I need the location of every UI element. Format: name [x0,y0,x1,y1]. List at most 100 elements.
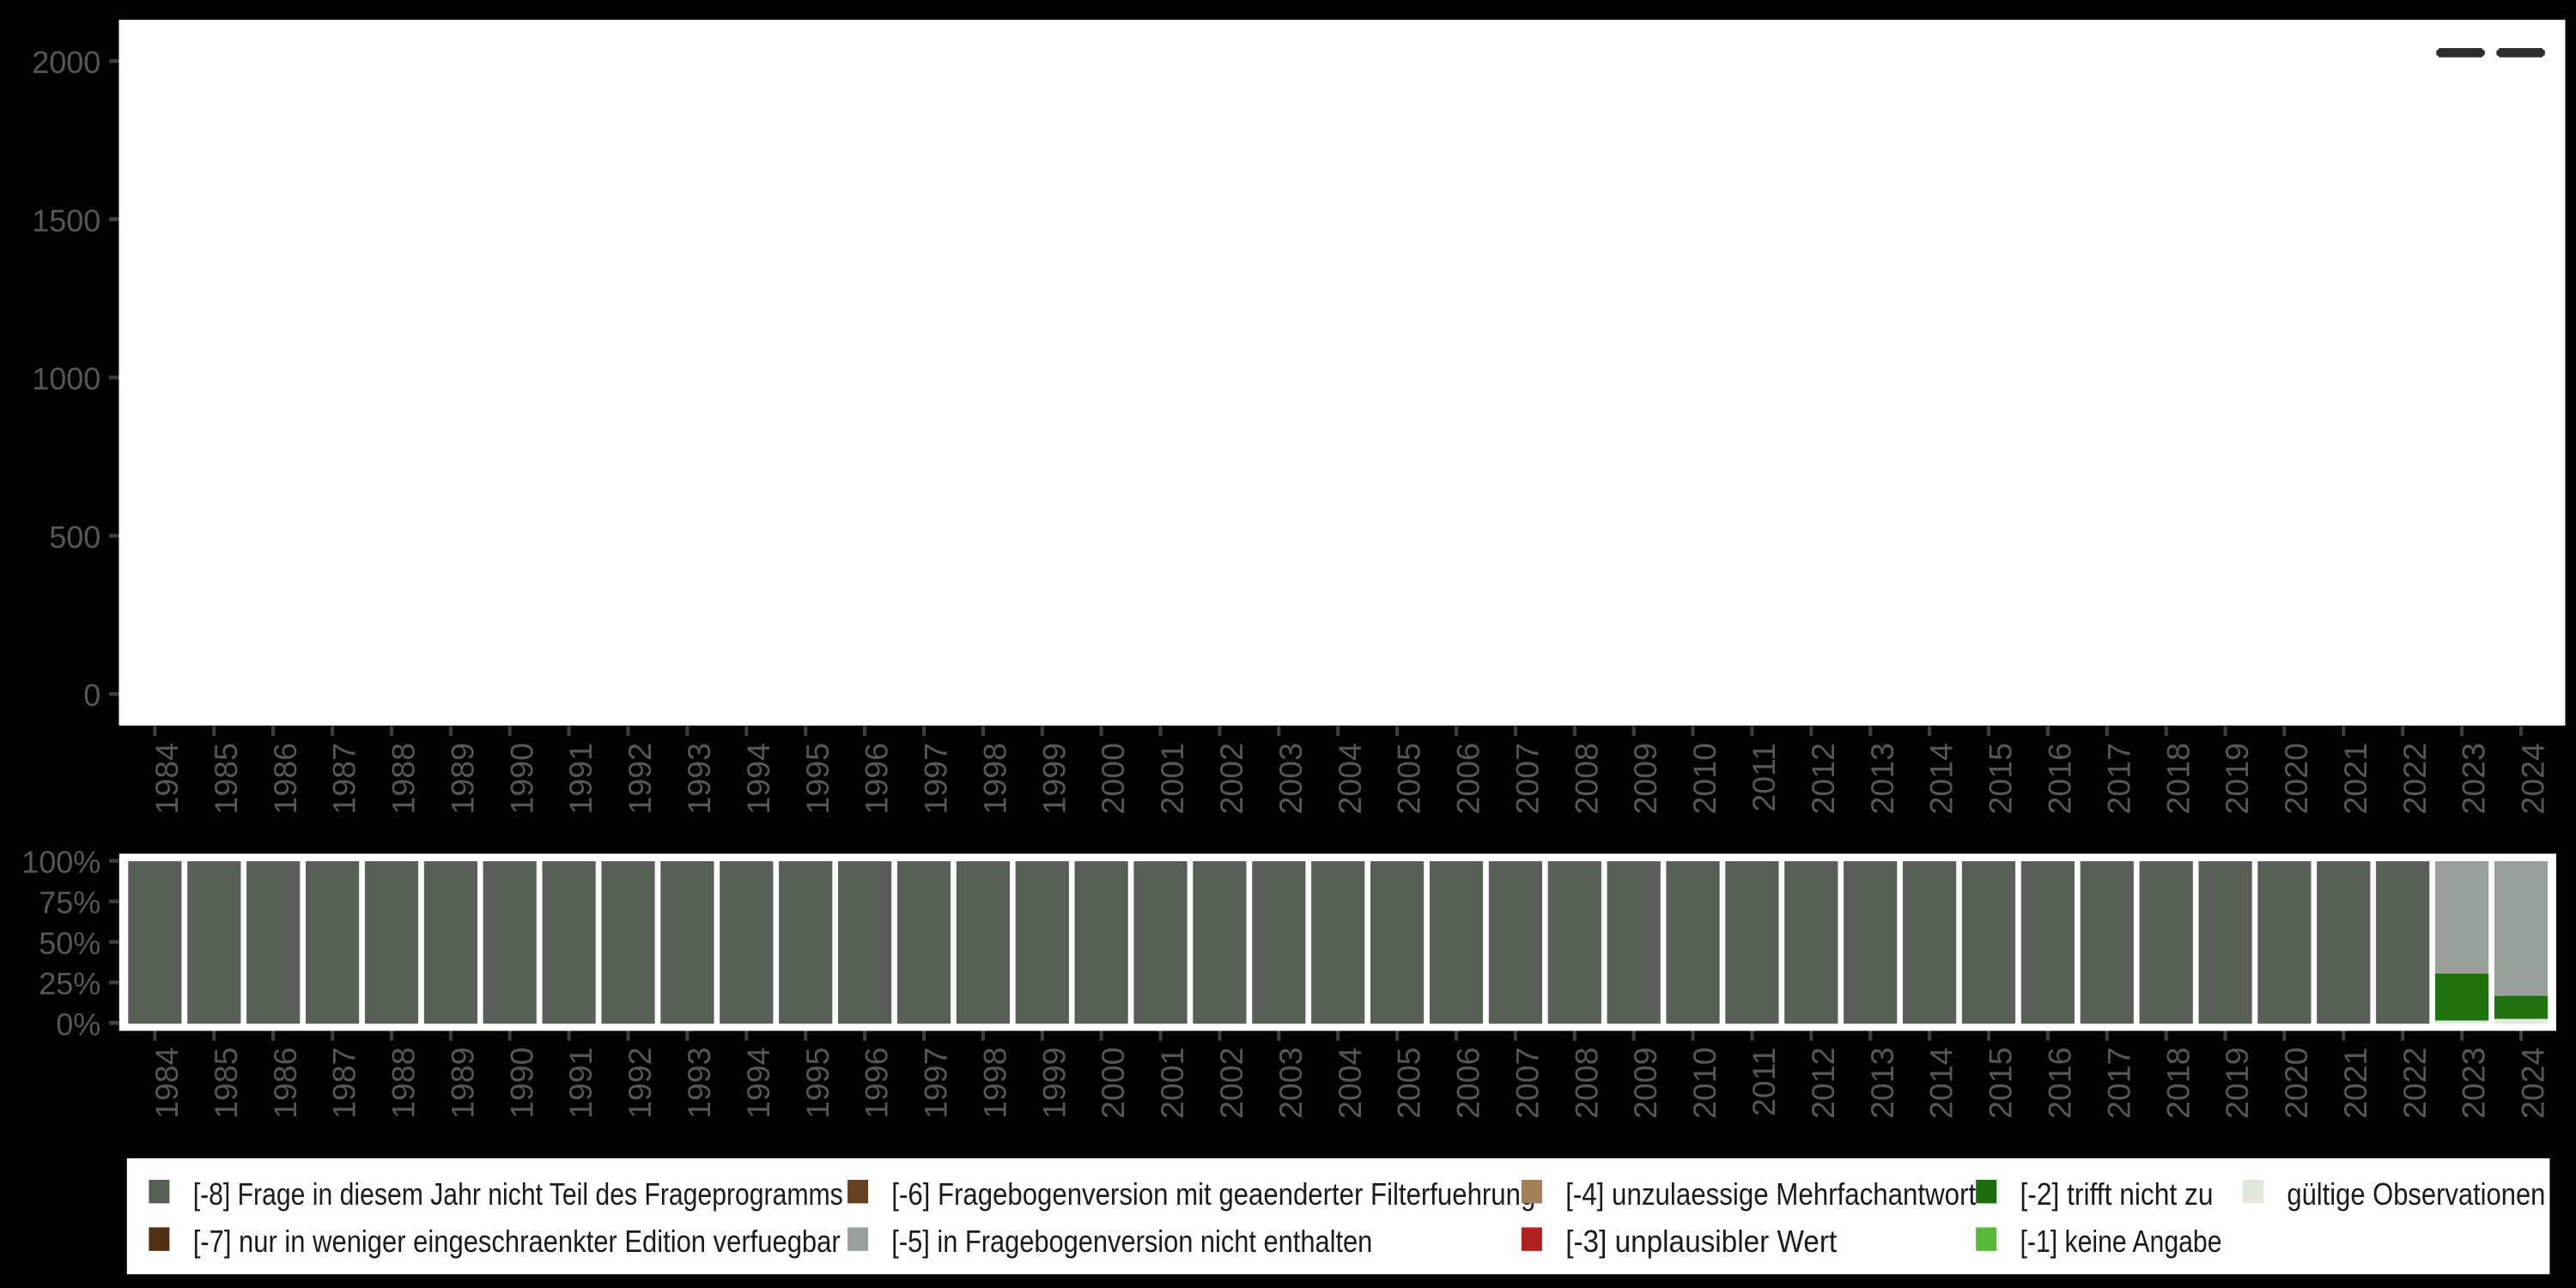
svg-text:2013: 2013 [1864,1048,1900,1119]
svg-text:2024: 2024 [2515,1048,2551,1119]
svg-text:2000: 2000 [1095,1048,1131,1119]
svg-text:2021: 2021 [2337,743,2373,814]
svg-text:2007: 2007 [1510,1048,1546,1119]
svg-text:2022: 2022 [2397,1048,2433,1119]
svg-text:50%: 50% [39,926,100,961]
svg-text:2021: 2021 [2337,1048,2373,1119]
svg-text:2015: 2015 [1983,743,2019,814]
svg-text:[-4] unzulaessige Mehrfachantw: [-4] unzulaessige Mehrfachantwort [1565,1176,1976,1212]
svg-text:1998: 1998 [977,1048,1013,1119]
svg-text:2017: 2017 [2100,743,2136,814]
svg-text:2017: 2017 [2100,1048,2136,1119]
svg-text:[-5] in Fragebogenversion nich: [-5] in Fragebogenversion nicht enthalte… [891,1224,1372,1259]
svg-text:1994: 1994 [740,1048,776,1119]
svg-text:2006: 2006 [1450,743,1486,814]
svg-text:1500: 1500 [32,203,100,238]
svg-text:1994: 1994 [740,743,776,814]
svg-text:[-3] unplausibler Wert: [-3] unplausibler Wert [1565,1224,1837,1259]
svg-text:2000: 2000 [1095,743,1131,814]
svg-text:2003: 2003 [1273,1048,1309,1119]
svg-text:2014: 2014 [1923,1048,1959,1119]
svg-text:1985: 1985 [208,1048,244,1119]
svg-text:1998: 1998 [977,743,1013,814]
svg-text:[-7] nur in weniger eingeschra: [-7] nur in weniger eingeschraenkter Edi… [193,1224,841,1259]
svg-text:2014: 2014 [1923,743,1959,814]
svg-text:2010: 2010 [1686,1048,1722,1119]
svg-text:2012: 2012 [1805,1048,1841,1119]
svg-text:2001: 2001 [1154,1048,1190,1119]
svg-text:2000: 2000 [32,45,100,80]
svg-text:2010: 2010 [1686,743,1722,814]
svg-text:[-1] keine Angabe: [-1] keine Angabe [2020,1224,2222,1259]
svg-text:1984: 1984 [149,743,185,814]
svg-text:2024: 2024 [2515,743,2551,814]
svg-text:[-8] Frage in diesem Jahr nich: [-8] Frage in diesem Jahr nicht Teil des… [193,1176,843,1212]
svg-text:1000: 1000 [32,361,100,397]
svg-text:2009: 2009 [1627,1048,1663,1119]
svg-text:2011: 2011 [1746,1048,1782,1117]
svg-text:2005: 2005 [1391,1048,1427,1119]
svg-text:1987: 1987 [326,1048,362,1119]
svg-text:1987: 1987 [326,743,362,814]
svg-text:2002: 2002 [1213,1048,1249,1119]
svg-text:2007: 2007 [1510,743,1546,814]
svg-text:1995: 1995 [799,1048,835,1119]
svg-text:2012: 2012 [1805,743,1841,814]
svg-text:1999: 1999 [1036,743,1072,814]
svg-text:1997: 1997 [918,743,954,814]
svg-text:1993: 1993 [681,743,717,814]
svg-text:1996: 1996 [859,1048,895,1119]
svg-text:2002: 2002 [1213,743,1249,814]
svg-text:2004: 2004 [1332,743,1368,814]
svg-text:75%: 75% [39,885,100,920]
svg-text:500: 500 [49,519,100,555]
svg-text:1990: 1990 [503,1048,539,1119]
svg-text:2008: 2008 [1568,743,1604,814]
svg-text:1993: 1993 [681,1048,717,1119]
svg-text:2013: 2013 [1864,743,1900,814]
svg-text:1992: 1992 [622,1048,658,1119]
svg-text:2022: 2022 [2397,743,2433,814]
svg-text:2011: 2011 [1746,743,1782,812]
svg-text:2003: 2003 [1273,743,1309,814]
svg-text:2019: 2019 [2219,1048,2255,1119]
svg-text:1984: 1984 [149,1048,185,1119]
svg-text:1996: 1996 [859,743,895,814]
svg-text:2001: 2001 [1154,743,1190,814]
svg-text:2020: 2020 [2278,1048,2314,1119]
svg-text:2008: 2008 [1568,1048,1604,1119]
svg-text:1990: 1990 [503,743,539,814]
svg-text:100%: 100% [21,845,100,880]
svg-text:[-6] Fragebogenversion mit gea: [-6] Fragebogenversion mit geaenderter F… [891,1176,1535,1212]
svg-text:2009: 2009 [1627,743,1663,814]
svg-text:2005: 2005 [1391,743,1427,814]
svg-text:2015: 2015 [1983,1048,2019,1119]
svg-text:2018: 2018 [2160,743,2196,814]
svg-text:2023: 2023 [2456,743,2492,814]
svg-text:2020: 2020 [2278,743,2314,814]
svg-text:1997: 1997 [918,1048,954,1119]
svg-text:2016: 2016 [2042,743,2078,814]
svg-text:1988: 1988 [386,1048,422,1119]
svg-text:2004: 2004 [1332,1048,1368,1119]
svg-text:1999: 1999 [1036,1048,1072,1119]
svg-text:1986: 1986 [267,1048,303,1119]
svg-text:[-2] trifft nicht zu: [-2] trifft nicht zu [2020,1176,2214,1212]
svg-text:0%: 0% [56,1006,100,1042]
svg-text:2023: 2023 [2456,1048,2492,1119]
svg-text:1986: 1986 [267,743,303,814]
svg-text:gültige Observationen: gültige Observationen [2287,1176,2545,1212]
svg-text:2019: 2019 [2219,743,2255,814]
svg-text:1991: 1991 [562,743,598,814]
svg-text:0: 0 [83,677,100,713]
svg-text:25%: 25% [39,966,100,1001]
svg-text:1988: 1988 [386,743,422,814]
svg-text:2016: 2016 [2042,1048,2078,1119]
svg-text:1992: 1992 [622,743,658,814]
svg-text:1989: 1989 [445,743,481,814]
svg-text:1995: 1995 [799,743,835,814]
svg-text:1985: 1985 [208,743,244,814]
svg-text:1989: 1989 [445,1048,481,1119]
svg-text:2018: 2018 [2160,1048,2196,1119]
svg-text:1991: 1991 [562,1048,598,1119]
